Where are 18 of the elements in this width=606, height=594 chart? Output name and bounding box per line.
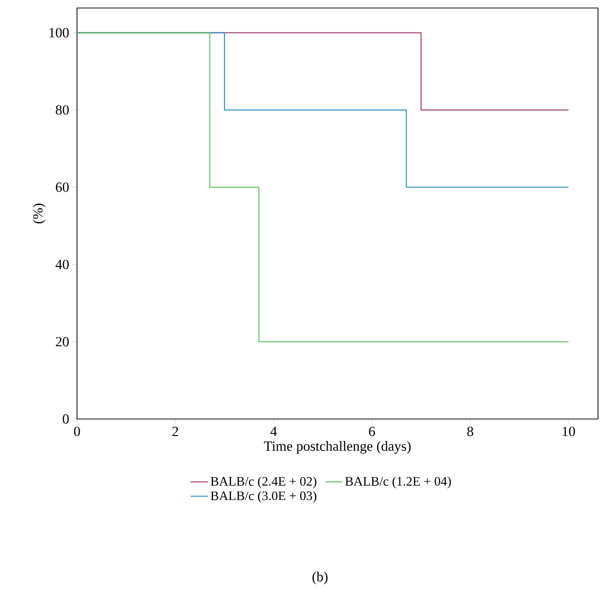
y-tick-label: 100 [50,28,69,38]
legend-label: BALB/c (1.2E + 04) [345,476,451,488]
y-tick-label: 20 [56,337,69,346]
text: (b) [312,572,328,584]
legend-label: BALB/c (2.4E + 02) [210,476,316,488]
x-tick-label: 6 [369,426,375,436]
x-tick-label: 2 [172,426,178,436]
x-tick-label: 10 [562,426,575,436]
x-tick-label: 4 [270,426,277,436]
legend-label: BALB/c (3.0E + 03) [210,491,316,503]
x-tick-label: 8 [467,426,474,436]
y-tick-label: 40 [56,260,69,270]
y-axis-title: (%) [32,204,46,224]
x-axis-title: Time postchallenge (days) [264,441,411,454]
y-tick-label: 80 [56,105,69,115]
y-tick-label: 0 [62,414,69,424]
y-tick-label: 60 [56,182,69,192]
x-tick-label: 0 [74,426,80,436]
